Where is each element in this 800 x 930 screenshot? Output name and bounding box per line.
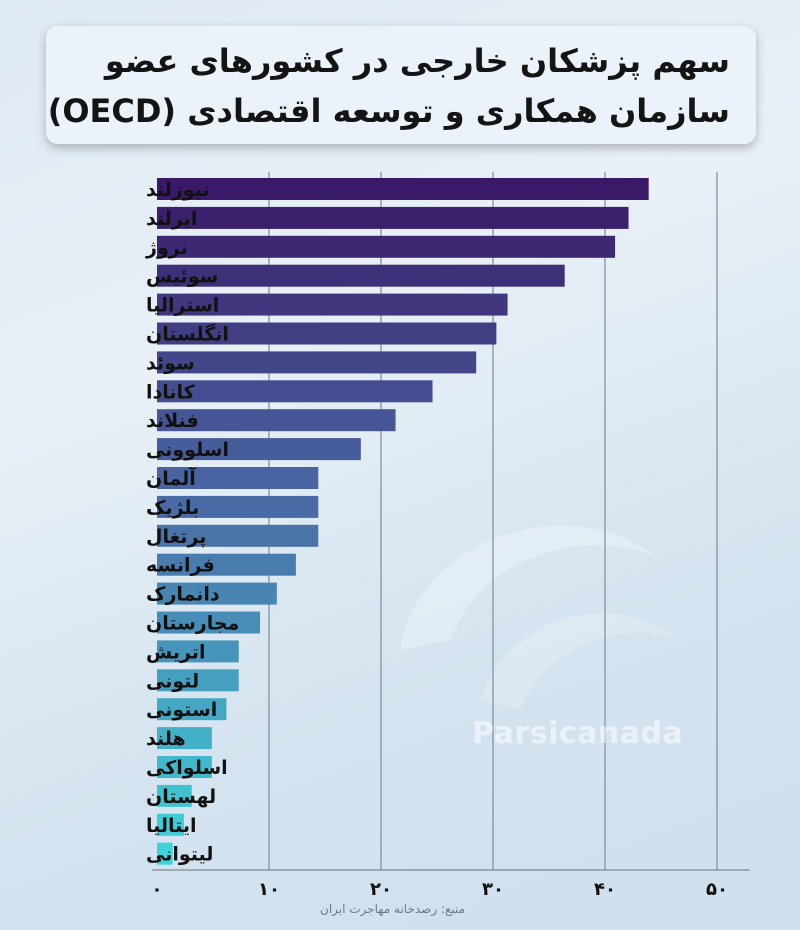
category-label-14: فرانسه (146, 555, 215, 577)
category-label-11: آلمان (146, 466, 196, 490)
bar-21 (157, 756, 212, 778)
watermark-logo-icon (400, 525, 680, 710)
category-label-19: استونی (146, 699, 217, 721)
chart-title-line-2: سازمان همکاری و توسعه اقتصادی (OECD) (47, 92, 730, 130)
bar-8 (157, 380, 433, 403)
bar-16 (157, 611, 261, 634)
bar-24 (157, 842, 173, 865)
bar-17 (157, 640, 239, 663)
x-tick-label-10: ۱۰ (258, 879, 280, 900)
bar-13 (157, 524, 319, 547)
category-label-8: کانادا (146, 381, 196, 403)
bar-4 (157, 264, 565, 287)
watermark-text: Parsicanada (472, 716, 684, 751)
bar-3 (157, 235, 616, 258)
category-label-24: لیتوانی (146, 844, 213, 866)
category-label-4: سوئیس (146, 266, 218, 288)
category-label-10: اسلوونی (146, 439, 229, 461)
category-label-16: مجارستان (146, 613, 239, 635)
bar-12 (157, 495, 319, 518)
category-label-6: انگلستان (146, 323, 229, 346)
category-label-17: اتریش (146, 641, 205, 663)
bar-20 (157, 727, 212, 750)
category-label-2: ایرلند (146, 208, 197, 230)
category-label-15: دانمارک (146, 584, 220, 606)
bar-1 (157, 178, 649, 200)
category-label-22: لهستان (146, 786, 216, 808)
bar-18 (157, 669, 239, 692)
category-label-7: سوئد (146, 352, 195, 374)
bar-5 (157, 293, 508, 316)
bar-7 (157, 351, 477, 374)
bar-15 (157, 582, 277, 605)
x-tick-label-50: ۵۰ (706, 879, 728, 900)
x-tick-label-40: ۴۰ (594, 879, 616, 900)
bar-9 (157, 409, 396, 432)
bar-11 (157, 467, 319, 489)
category-label-21: اسلواکی (146, 757, 228, 779)
category-label-9: فنلاند (146, 410, 199, 432)
category-label-5: استرالیا (146, 295, 219, 317)
bar-10 (157, 438, 361, 461)
category-label-23: ایتالیا (146, 815, 197, 837)
x-tick-label-0: ۰ (152, 879, 163, 900)
chart-title-line-1: سهم پزشکان خارجی در کشورهای عضو (104, 42, 730, 80)
category-label-12: بلژیک (146, 497, 199, 519)
bar-23 (157, 813, 184, 836)
x-tick-label-20: ۲۰ (370, 879, 392, 900)
bar-14 (157, 553, 296, 576)
source-note: منبع: رصدخانه مهاجرت ایران (320, 902, 466, 916)
bar-22 (157, 784, 192, 807)
x-tick-label-30: ۳۰ (482, 879, 504, 900)
title-box: سهم پزشکان خارجی در کشورهای عضو سازمان ه… (46, 26, 756, 144)
category-label-3: نروژ (145, 237, 188, 259)
category-label-1: نیوزلند (146, 179, 210, 201)
category-label-18: لتونی (146, 670, 199, 692)
bar-19 (157, 698, 227, 721)
bar-6 (157, 322, 497, 345)
bar-2 (157, 206, 629, 229)
category-label-13: پرتغال (146, 526, 206, 548)
category-label-20: هلند (146, 728, 186, 750)
